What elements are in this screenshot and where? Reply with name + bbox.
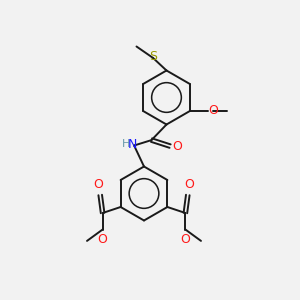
- Text: H: H: [122, 139, 130, 149]
- Text: S: S: [149, 50, 157, 63]
- Text: O: O: [98, 233, 108, 246]
- Text: O: O: [184, 178, 194, 191]
- Text: O: O: [208, 104, 218, 118]
- Text: N: N: [128, 138, 137, 152]
- Text: O: O: [180, 233, 190, 246]
- Text: O: O: [94, 178, 103, 191]
- Text: O: O: [172, 140, 182, 153]
